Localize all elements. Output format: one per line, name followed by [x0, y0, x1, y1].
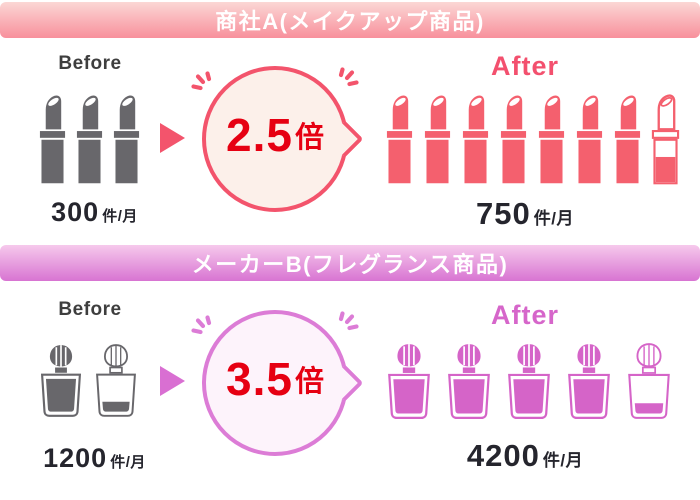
value-unit: 件/月 [110, 454, 146, 471]
lipstick-icon [76, 95, 103, 184]
perfume-bottle-icon [568, 344, 610, 419]
perfume-bottle-icon [388, 344, 430, 419]
before-icon-row [38, 342, 139, 418]
multiplier-text: 3.5 倍 [206, 314, 344, 452]
after-label: After [490, 300, 559, 330]
before-value: 300 件/月 [12, 197, 177, 228]
before-label: Before [58, 53, 122, 74]
before-value: 1200 件/月 [12, 443, 177, 474]
arrow-right-icon [160, 366, 185, 396]
perfume-bottle-icon [448, 344, 490, 419]
multiplier-number: 3.5 [226, 353, 293, 405]
lipstick-icon [500, 95, 527, 184]
perfume-bottle-icon [96, 344, 136, 417]
after-value: 750 件/月 [415, 196, 635, 232]
lipstick-icon [538, 95, 565, 184]
section-fragrance: メーカーB(フレグランス商品) Before 1200 件/月 [0, 243, 700, 500]
value-number: 1200 [43, 443, 108, 473]
before-icon-row [38, 92, 141, 185]
value-unit: 件/月 [542, 451, 584, 470]
value-unit: 件/月 [102, 208, 138, 225]
after-value: 4200 件/月 [415, 438, 635, 474]
perfume-bottle-icon [508, 344, 550, 419]
lipstick-icon [113, 95, 140, 184]
multiplier-suffix: 倍 [294, 122, 324, 154]
value-unit: 件/月 [533, 209, 574, 228]
lipstick-icon [651, 94, 680, 185]
value-number: 4200 [466, 438, 540, 473]
lipstick-icon [39, 95, 66, 184]
perfume-bottle-icon [628, 343, 670, 419]
perfume-bottle-icon [40, 345, 82, 417]
sparkle-icon [338, 311, 359, 331]
sparkle-icon [338, 67, 359, 87]
multiplier-bubble: 2.5 倍 [191, 66, 359, 212]
lipstick-icon [462, 95, 489, 184]
section-makeup: 商社A(メイクアップ商品) Before 300 件/月 2.5 倍 [0, 0, 700, 243]
value-number: 750 [476, 196, 531, 231]
after-icon-row [385, 92, 680, 185]
lipstick-icon [614, 95, 641, 184]
arrow-right-icon [160, 123, 185, 153]
after-icon-row [385, 341, 673, 420]
lipstick-icon [424, 95, 451, 184]
multiplier-number: 2.5 [226, 109, 293, 161]
before-label: Before [58, 299, 122, 320]
lipstick-icon [576, 95, 603, 184]
multiplier-bubble: 3.5 倍 [191, 310, 359, 456]
section-title-banner: 商社A(メイクアップ商品) [0, 2, 700, 38]
multiplier-suffix: 倍 [294, 366, 324, 398]
value-number: 300 [51, 197, 100, 227]
multiplier-text: 2.5 倍 [206, 70, 344, 208]
sparkle-icon [191, 71, 212, 91]
sparkle-icon [191, 315, 212, 335]
after-label: After [490, 51, 559, 81]
section-title-banner: メーカーB(フレグランス商品) [0, 245, 700, 281]
lipstick-icon [386, 95, 413, 184]
